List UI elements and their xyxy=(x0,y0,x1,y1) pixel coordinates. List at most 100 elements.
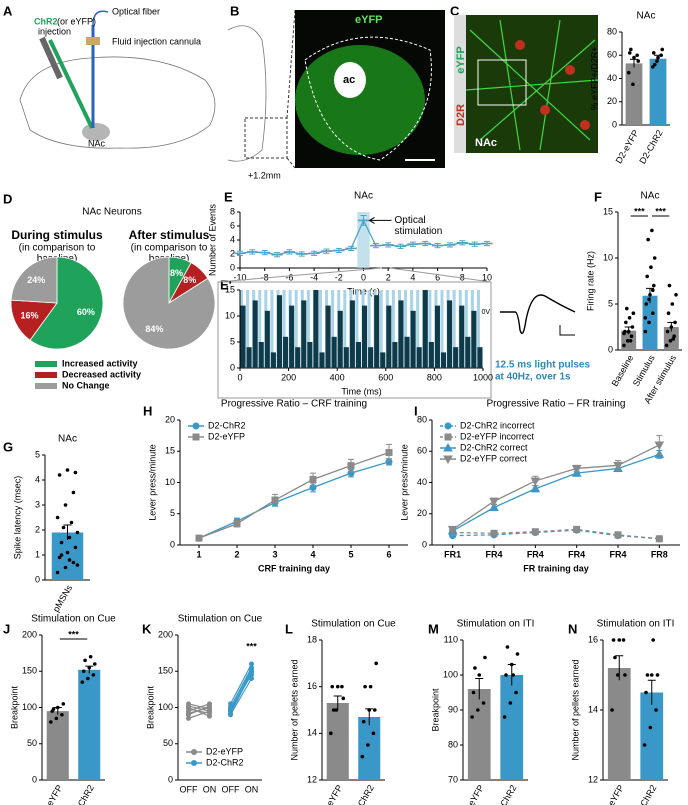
zoom-box xyxy=(244,117,288,159)
subject-line xyxy=(229,663,253,705)
y-axis-label: Breakpoint xyxy=(145,685,155,729)
data-point xyxy=(59,540,64,545)
marker xyxy=(530,483,541,493)
data-point xyxy=(470,715,474,719)
y-tick-label: 0 xyxy=(170,539,175,549)
marker xyxy=(347,462,355,470)
histogram-bar xyxy=(380,352,386,368)
marker xyxy=(249,661,254,667)
x-tick-label: FR8 xyxy=(651,549,668,559)
x-tick-label: -10 xyxy=(233,272,246,282)
y-tick-label: 12 xyxy=(307,774,317,784)
zoom-line xyxy=(217,267,383,283)
data-point xyxy=(73,470,78,475)
light-pulse xyxy=(464,290,468,368)
x-tick-label: 1 xyxy=(196,549,201,559)
data-point xyxy=(629,47,633,52)
data-point xyxy=(671,337,676,341)
cell xyxy=(515,40,525,50)
y-tick-label: 40 xyxy=(607,73,617,83)
light-pulse xyxy=(331,290,335,368)
data-point xyxy=(63,565,68,570)
bar xyxy=(358,717,381,780)
data-point xyxy=(335,684,340,689)
cannula xyxy=(86,37,100,45)
data-point xyxy=(473,666,477,670)
bar xyxy=(625,63,643,125)
marker xyxy=(655,535,663,543)
light-pulse xyxy=(270,290,274,368)
data-point xyxy=(341,696,346,701)
y-tick-label: 4 xyxy=(230,234,235,244)
data-point xyxy=(642,743,647,747)
data-point xyxy=(483,655,487,660)
inset xyxy=(477,59,527,106)
data-point xyxy=(651,638,655,642)
y-tick-label: 14 xyxy=(307,728,317,738)
x-tick-label: -2 xyxy=(335,272,343,282)
data-point xyxy=(653,62,657,67)
y-tick-label: 16 xyxy=(588,634,598,644)
x-tick-label: D2-eYFP xyxy=(459,783,486,805)
y-tick-label: 70 xyxy=(448,774,458,784)
histogram-bar xyxy=(428,342,434,368)
y-tick-label: 60 xyxy=(417,446,427,456)
marker xyxy=(614,531,622,539)
histogram-bar xyxy=(276,295,283,368)
pie-wedge xyxy=(29,256,104,350)
histogram-bar xyxy=(447,300,453,368)
histogram-bar xyxy=(313,290,319,368)
bar xyxy=(467,689,491,780)
x-axis-label: Time (ms) xyxy=(341,386,381,396)
chart-title: Progressive Ratio – CRF training xyxy=(221,399,367,410)
region-outline xyxy=(304,36,432,161)
value-label: 16% xyxy=(21,310,39,320)
series-line xyxy=(452,453,660,532)
x-tick-label: D2-ChR2 xyxy=(637,128,664,165)
x-tick-label: FR4 xyxy=(485,549,502,559)
light-pulse xyxy=(367,290,371,368)
marker xyxy=(228,710,233,716)
significance-label: *** xyxy=(655,206,666,216)
panel-letter: G xyxy=(3,439,13,454)
data-point xyxy=(651,51,656,55)
data-point xyxy=(645,274,649,279)
data-point xyxy=(71,560,76,565)
chart-title: NAc xyxy=(58,434,77,445)
label: +1.2mm xyxy=(248,170,281,180)
light-pulse xyxy=(306,290,310,368)
y-tick-label: 110 xyxy=(444,634,458,644)
data-point xyxy=(67,558,72,562)
data-point xyxy=(650,228,654,233)
y-tick-label: 5 xyxy=(608,298,613,308)
data-point xyxy=(81,669,86,674)
y-tick-label: 10 xyxy=(225,310,235,320)
data-point xyxy=(616,673,620,677)
x-tick-label: 200 xyxy=(281,372,296,382)
panel-letter: E xyxy=(224,189,233,204)
data-point xyxy=(88,654,93,659)
legend-swatch xyxy=(35,372,57,378)
histogram-bar xyxy=(465,336,471,368)
x-tick-label: 400 xyxy=(330,372,345,382)
label: (or eYFP) xyxy=(57,16,96,26)
data-point xyxy=(505,645,510,649)
data-point xyxy=(57,473,62,477)
data-point xyxy=(632,55,636,60)
bar xyxy=(326,703,349,780)
data-point xyxy=(647,320,651,325)
data-point xyxy=(674,293,678,297)
data-point xyxy=(656,55,660,60)
data-point xyxy=(331,708,336,712)
scale-bar xyxy=(559,325,575,336)
histogram-bar xyxy=(398,300,404,368)
y-tick-label: 80 xyxy=(417,414,427,424)
histogram-bar xyxy=(331,336,337,368)
x-tick-label: D2-ChR2 xyxy=(69,783,96,805)
x-tick-label: OFF xyxy=(222,784,240,794)
y-tick-label: 50 xyxy=(27,738,37,748)
series-line xyxy=(452,529,660,540)
series-line xyxy=(198,451,390,539)
x-tick-label: 4 xyxy=(310,549,315,559)
marker xyxy=(571,464,582,474)
